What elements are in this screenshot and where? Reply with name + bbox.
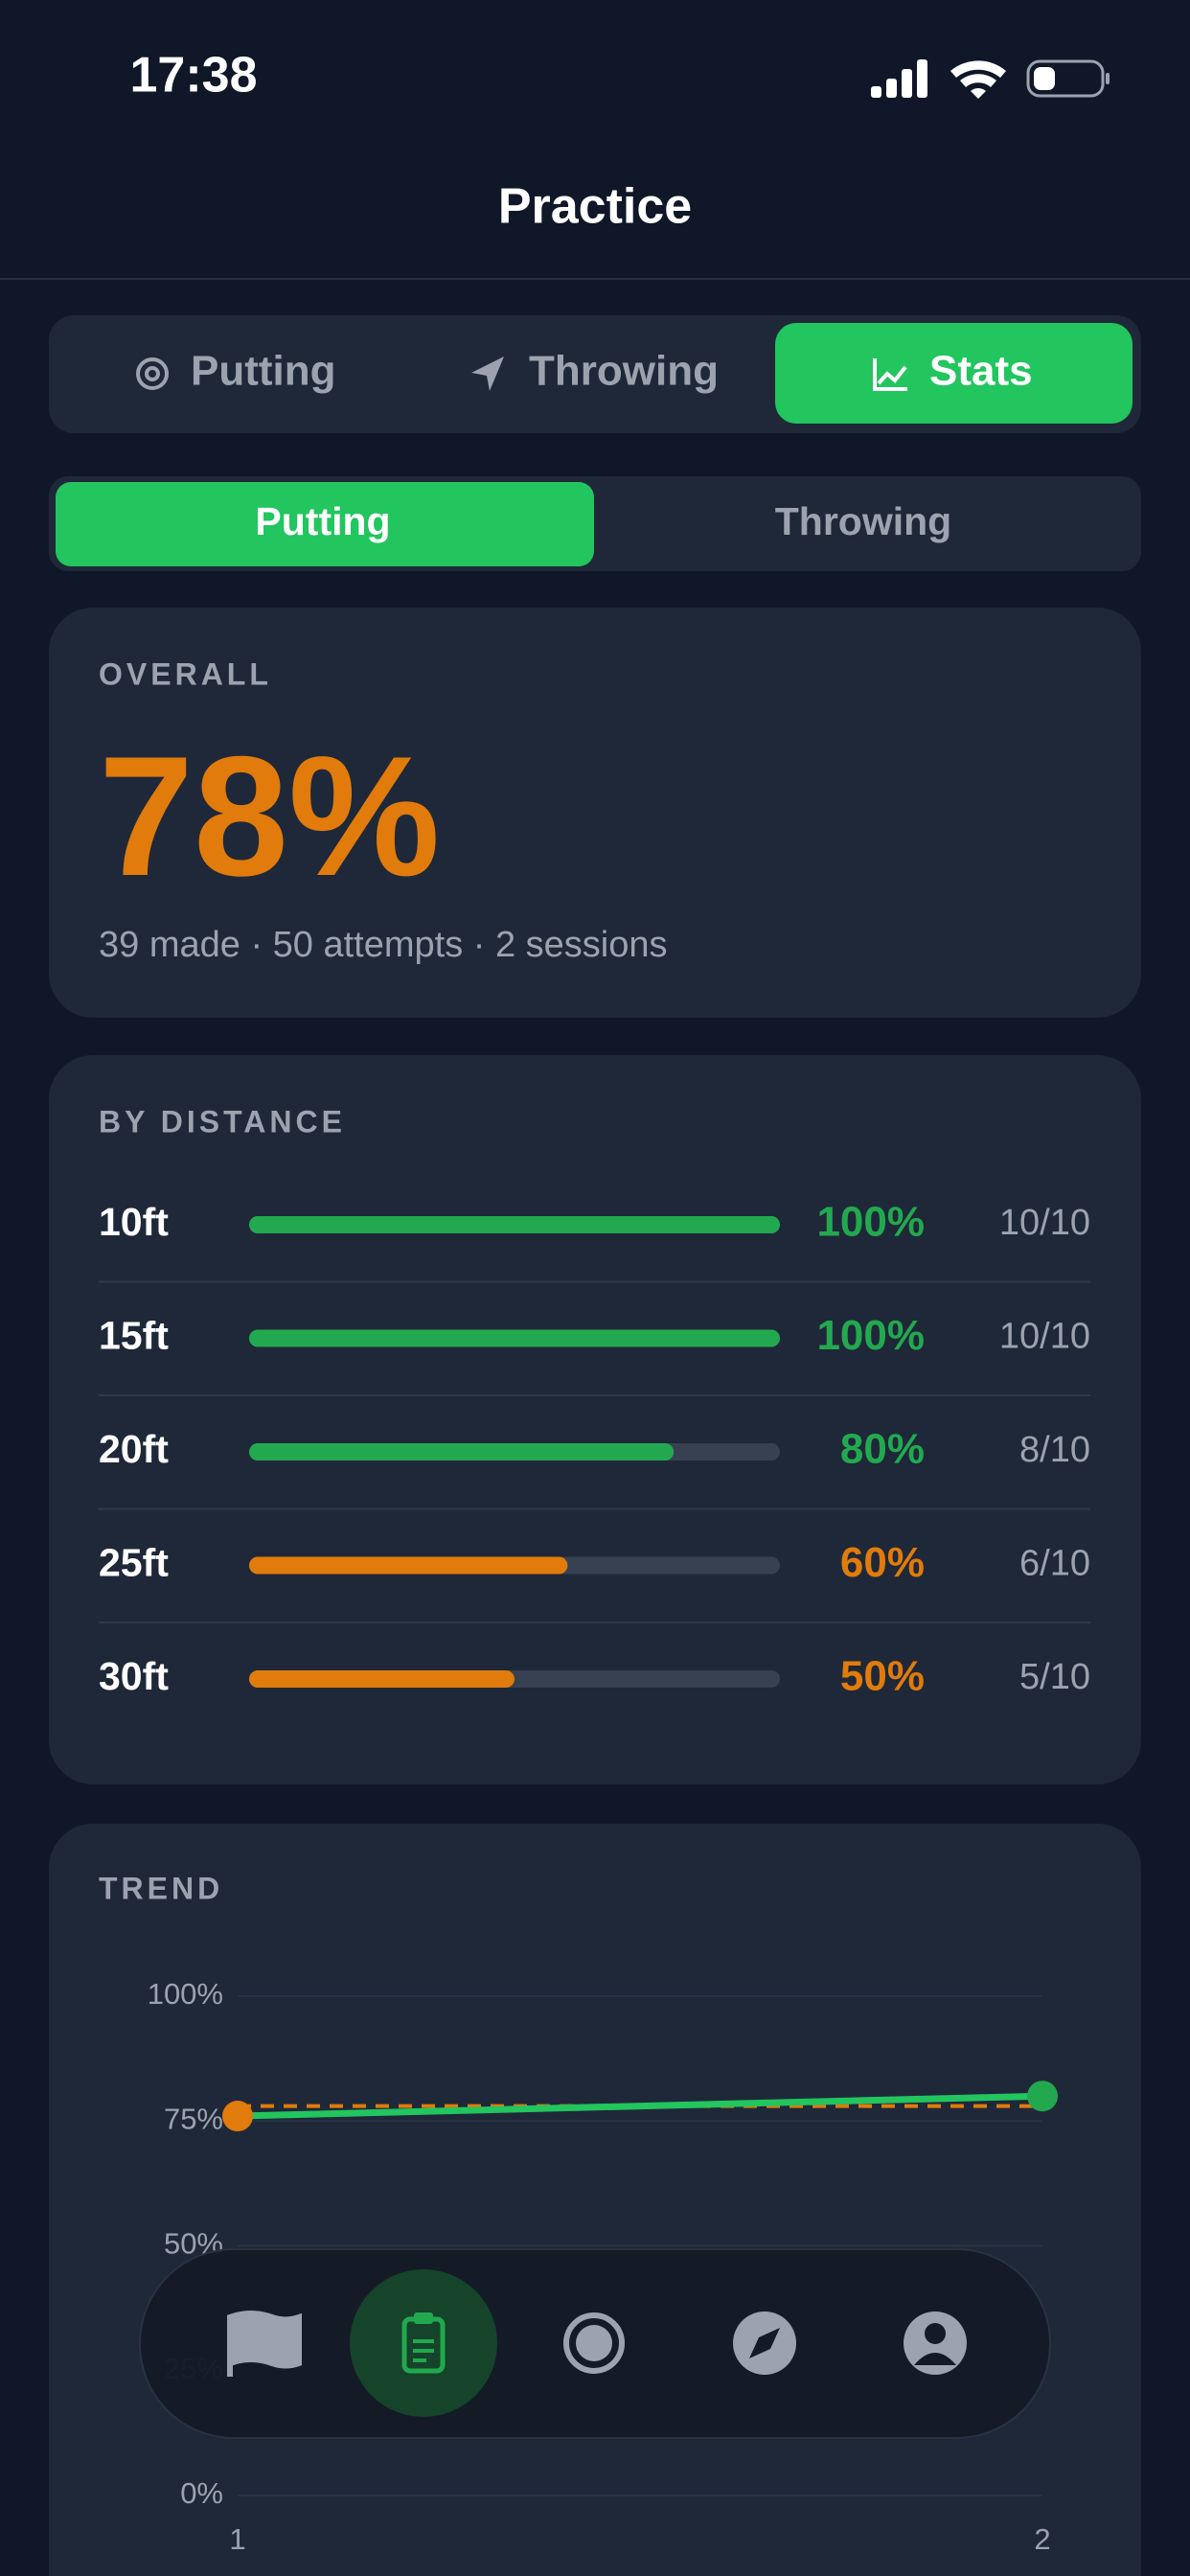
count-label: 10/10 bbox=[999, 1317, 1090, 1357]
bar bbox=[249, 1670, 515, 1688]
percent-label: 100% bbox=[816, 1199, 925, 1246]
content-layer: 10ft 100% 10/10 15ft 100% 10/10 20ft 80% 8/10 25f… bbox=[99, 1199, 1090, 2556]
card-label: TREND bbox=[99, 1871, 223, 1905]
percent-label: 100% bbox=[816, 1312, 925, 1359]
trend-point bbox=[222, 2101, 253, 2132]
tab-label[interactable]: Throwing bbox=[529, 348, 719, 395]
tab-stats[interactable]: Stats bbox=[873, 348, 1033, 395]
y-tick-label: 0% bbox=[180, 2476, 223, 2510]
subtab-active-bg bbox=[56, 482, 594, 566]
distance-label: 25ft bbox=[99, 1540, 169, 1584]
overall-value: 78% bbox=[99, 721, 440, 911]
distance-label: 20ft bbox=[99, 1427, 169, 1471]
tab-label[interactable]: Stats bbox=[929, 348, 1033, 395]
nav-practice[interactable] bbox=[350, 2269, 497, 2417]
nav-profile[interactable] bbox=[904, 2312, 967, 2375]
percent-label: 80% bbox=[840, 1426, 925, 1473]
bar bbox=[249, 1329, 780, 1347]
trend-point bbox=[1027, 2081, 1058, 2112]
distance-card bbox=[49, 1055, 1141, 1784]
y-tick-label: 100% bbox=[148, 1977, 223, 2011]
count-label: 8/10 bbox=[1019, 1430, 1090, 1470]
count-label: 10/10 bbox=[999, 1203, 1090, 1243]
tab-active-bg bbox=[775, 323, 1133, 424]
distance-label: 15ft bbox=[99, 1313, 169, 1357]
distance-label: 30ft bbox=[99, 1654, 169, 1698]
tab-putting[interactable]: Putting bbox=[136, 348, 336, 395]
percent-label: 50% bbox=[840, 1653, 925, 1700]
trend-card bbox=[49, 1824, 1141, 2576]
page-title: Practice bbox=[498, 179, 692, 235]
count-label: 6/10 bbox=[1019, 1544, 1090, 1584]
subtab-putting[interactable]: Putting bbox=[255, 499, 390, 543]
bar bbox=[249, 1556, 568, 1575]
status-icons bbox=[871, 59, 1110, 99]
y-tick-label: 75% bbox=[164, 2102, 223, 2135]
bar bbox=[249, 1216, 780, 1233]
subtab-throwing[interactable]: Throwing bbox=[775, 499, 951, 543]
card-label: BY DISTANCE bbox=[99, 1104, 346, 1138]
nav-courses[interactable] bbox=[227, 2311, 302, 2377]
bar bbox=[249, 1443, 675, 1460]
trend-line bbox=[234, 2092, 1046, 2120]
nav-explore[interactable] bbox=[733, 2312, 796, 2375]
card-label: OVERALL bbox=[99, 656, 272, 691]
overall-summary: 39 made · 50 attempts · 2 sessions bbox=[99, 925, 668, 965]
tab-throwing[interactable]: Throwing bbox=[471, 348, 719, 395]
x-tick-label: 2 bbox=[1034, 2522, 1050, 2556]
status-time: 17:38 bbox=[130, 48, 258, 104]
count-label: 5/10 bbox=[1019, 1657, 1090, 1697]
tab-label[interactable]: Putting bbox=[191, 348, 336, 395]
nav-play[interactable] bbox=[563, 2312, 625, 2374]
x-tick-label: 1 bbox=[229, 2522, 245, 2556]
distance-label: 10ft bbox=[99, 1200, 169, 1244]
overall-card bbox=[49, 608, 1141, 1018]
percent-label: 60% bbox=[840, 1539, 925, 1586]
bottom-nav bbox=[139, 2248, 1051, 2439]
